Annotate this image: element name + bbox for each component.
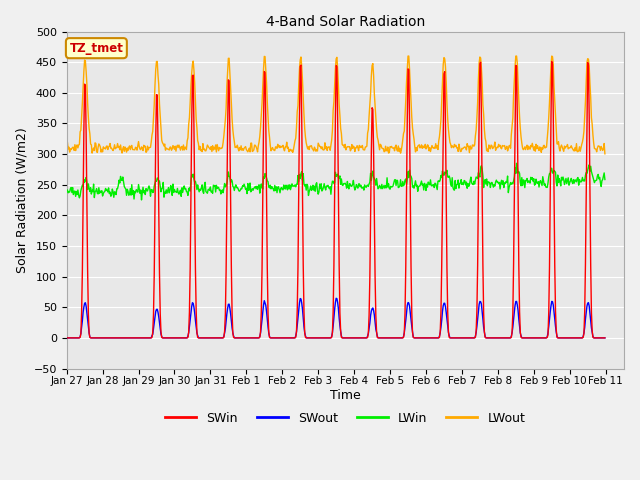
LWout — [404, 53, 412, 59]
LWin — [72, 189, 80, 194]
Y-axis label: Solar Radiation (W/m2): Solar Radiation (W/m2) — [15, 127, 28, 273]
LWin — [418, 178, 426, 184]
LWin — [138, 197, 145, 203]
Line: LWout: LWout — [67, 56, 605, 154]
Line: SWin: SWin — [67, 61, 605, 338]
Legend: SWin, SWout, LWin, LWout: SWin, SWout, LWin, LWout — [160, 407, 530, 430]
LWout — [128, 143, 136, 148]
Text: TZ_tmet: TZ_tmet — [69, 42, 124, 55]
LWin — [63, 187, 70, 193]
SWout — [332, 295, 340, 301]
LWout — [401, 113, 409, 119]
LWin — [402, 176, 410, 182]
LWout — [182, 147, 190, 153]
SWin — [128, 335, 136, 341]
X-axis label: Time: Time — [330, 389, 360, 402]
Line: SWout: SWout — [67, 298, 605, 338]
SWin — [417, 335, 424, 341]
SWout — [72, 335, 80, 341]
SWin — [401, 310, 409, 315]
LWin — [128, 182, 136, 188]
SWin — [211, 335, 219, 341]
LWin — [183, 189, 191, 195]
LWout — [418, 142, 426, 148]
LWout — [72, 143, 80, 149]
SWout — [182, 335, 190, 341]
SWin — [601, 335, 609, 341]
SWin — [182, 335, 190, 341]
LWin — [212, 189, 220, 195]
Title: 4-Band Solar Radiation: 4-Band Solar Radiation — [266, 15, 425, 29]
LWin — [601, 177, 609, 182]
SWout — [211, 335, 219, 341]
SWout — [418, 335, 426, 341]
SWin — [63, 335, 70, 341]
SWout — [601, 335, 609, 341]
SWin — [548, 59, 556, 64]
LWout — [63, 145, 70, 151]
SWout — [63, 335, 70, 341]
LWout — [211, 146, 219, 152]
LWout — [601, 151, 609, 156]
SWout — [128, 335, 136, 341]
SWout — [402, 317, 410, 323]
SWin — [72, 335, 80, 341]
LWin — [513, 160, 520, 166]
Line: LWin: LWin — [67, 163, 605, 200]
